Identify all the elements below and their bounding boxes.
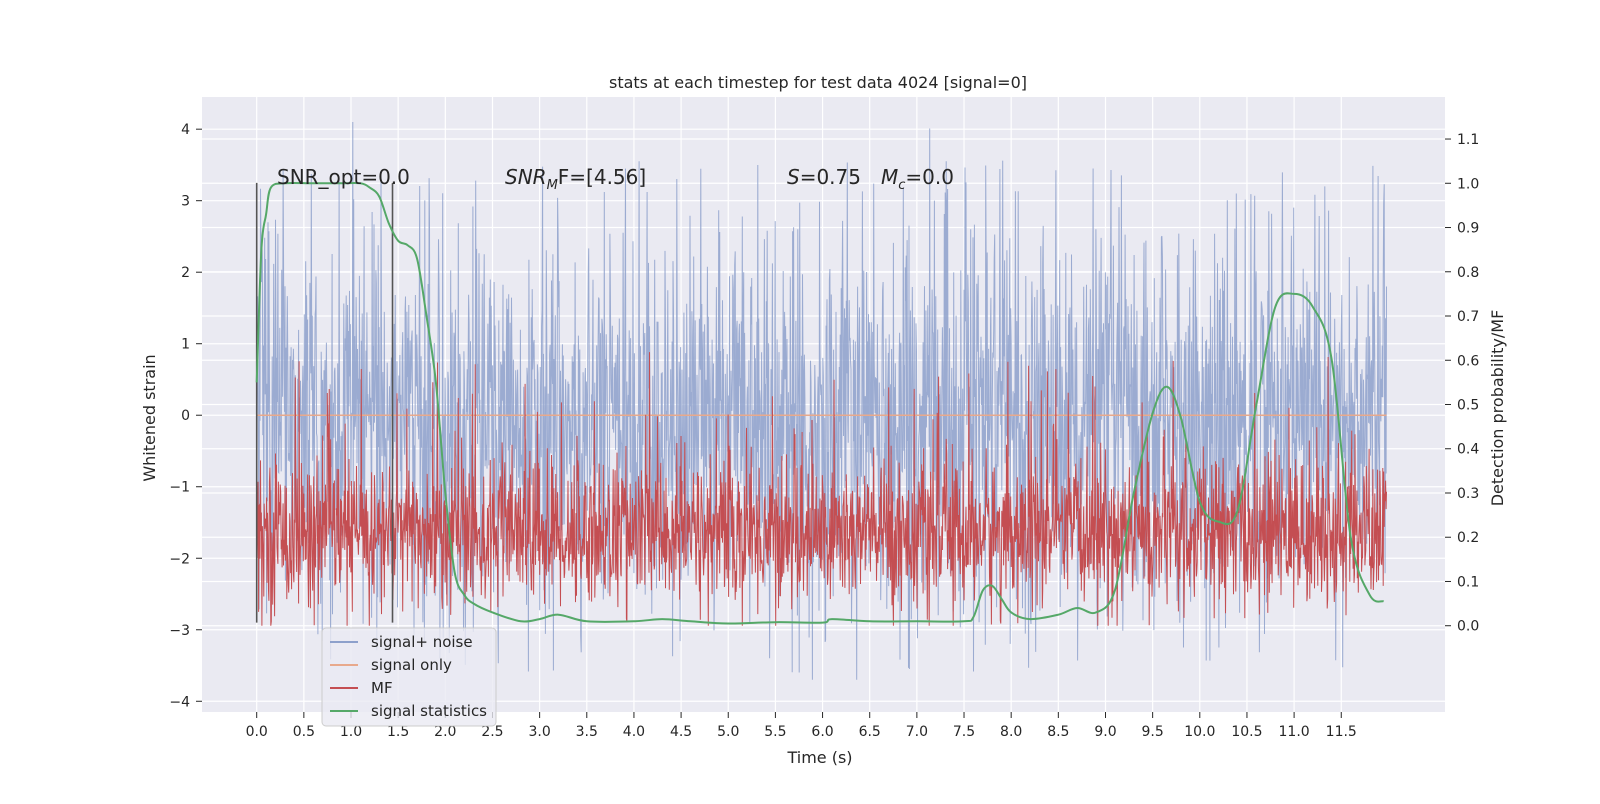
y-axis-label-left: Whitened strain [140,354,159,481]
snr-mf-annotation: SNRMF=[4.56] [505,165,646,193]
legend-label-signal-only: signal only [371,656,452,674]
x-tick-label: 6.0 [811,724,833,740]
y-tick-label-left: −1 [169,480,190,496]
x-tick-label: 1.5 [387,724,409,740]
x-tick-label: 2.0 [434,724,456,740]
mf-series [256,352,1387,626]
snr-mf-symbol: SNR [505,165,547,189]
x-tick-label: 10.5 [1231,724,1262,740]
x-tick-label: 7.5 [953,724,975,740]
snr-mf-subscript: M [547,178,558,193]
x-tick-label: 7.0 [906,724,928,740]
legend-label-signal-noise: signal+ noise [371,633,473,651]
y-tick-label-left: −4 [169,694,190,710]
x-tick-label: 4.0 [623,724,645,740]
y-tick-label-left: −3 [169,623,190,639]
x-tick-label: 5.0 [717,724,739,740]
legend-label-mf: MF [371,679,393,697]
x-tick-label: 4.5 [670,724,692,740]
vertical-markers [255,182,394,623]
legend-label-signal-statistics: signal statistics [371,702,487,720]
y-tick-label-right: 0.9 [1457,221,1479,237]
y-tick-label-right: 0.1 [1457,574,1479,590]
x-tick-label: 6.5 [859,724,881,740]
y-tick-label-left: 2 [181,265,190,281]
y-ticks-left: −4 −3 −2 −1 0 1 2 3 4 [169,122,202,710]
signal-statistics-series [255,181,1385,625]
x-tick-label: 0.0 [246,724,268,740]
legend: signal+ noise signal only MF signal stat… [321,627,497,727]
mc-subscript: c [898,178,905,193]
s-annotation: S=0.75 [787,165,861,189]
y-tick-label-right: 0.6 [1457,353,1479,369]
x-axis-label: Time (s) [786,748,852,767]
signal-statistics-line [255,181,1385,625]
x-tick-label: 3.0 [528,724,550,740]
x-tick-label: 11.5 [1326,724,1357,740]
y-tick-label-right: 0.8 [1457,265,1479,281]
mc-value: =0.0 [905,165,954,189]
y-tick-label-right: 0.5 [1457,398,1479,414]
snr-mf-value: F=[4.56] [558,165,646,189]
y-axis-label-right: Detection probability/MF [1488,310,1507,507]
y-tick-label-right: 1.1 [1457,132,1479,148]
x-tick-label: 5.5 [764,724,786,740]
s-value: =0.75 [800,165,861,189]
y-tick-label-right: 0.4 [1457,442,1479,458]
y-tick-label-left: 3 [181,194,190,210]
x-tick-label: 10.0 [1184,724,1215,740]
mc-symbol: M [881,165,898,189]
y-tick-label-right: 0.2 [1457,530,1479,546]
y-tick-label-left: 0 [181,408,190,424]
snr-opt-annotation: SNR_opt=0.0 [277,165,410,189]
y-ticks-right: 0.0 0.1 0.2 0.3 0.4 0.5 0.6 0.7 0.8 0.9 1.0 1.1 [1445,132,1479,635]
y-tick-label-right: 0.7 [1457,309,1479,325]
x-ticks: 0.0 0.5 1.0 1.5 2.0 2.5 3.0 3.5 4.0 4.5 5.0 5.5 6.0 6… [246,712,1357,740]
y-tick-label-left: 1 [181,337,190,353]
y-tick-label-right: 0.3 [1457,486,1479,502]
mc-annotation: Mc=0.0 [881,165,954,193]
x-tick-label: 9.0 [1094,724,1116,740]
x-tick-label: 8.0 [1000,724,1022,740]
y-tick-label-left: 4 [181,122,190,138]
x-tick-label: 9.5 [1142,724,1164,740]
x-tick-label: 3.5 [576,724,598,740]
x-tick-label: 8.5 [1047,724,1069,740]
x-tick-label: 1.0 [340,724,362,740]
x-tick-label: 11.0 [1279,724,1310,740]
legend-box [321,627,497,727]
s-symbol: S [787,165,800,189]
y-tick-label-left: −2 [169,551,190,567]
x-tick-label: 2.5 [481,724,503,740]
mf-line [256,352,1387,626]
y-tick-label-right: 1.0 [1457,176,1479,192]
x-tick-label: 0.5 [293,724,315,740]
y-tick-label-right: 0.0 [1457,619,1479,635]
chart-title: stats at each timestep for test data 402… [609,73,1027,92]
